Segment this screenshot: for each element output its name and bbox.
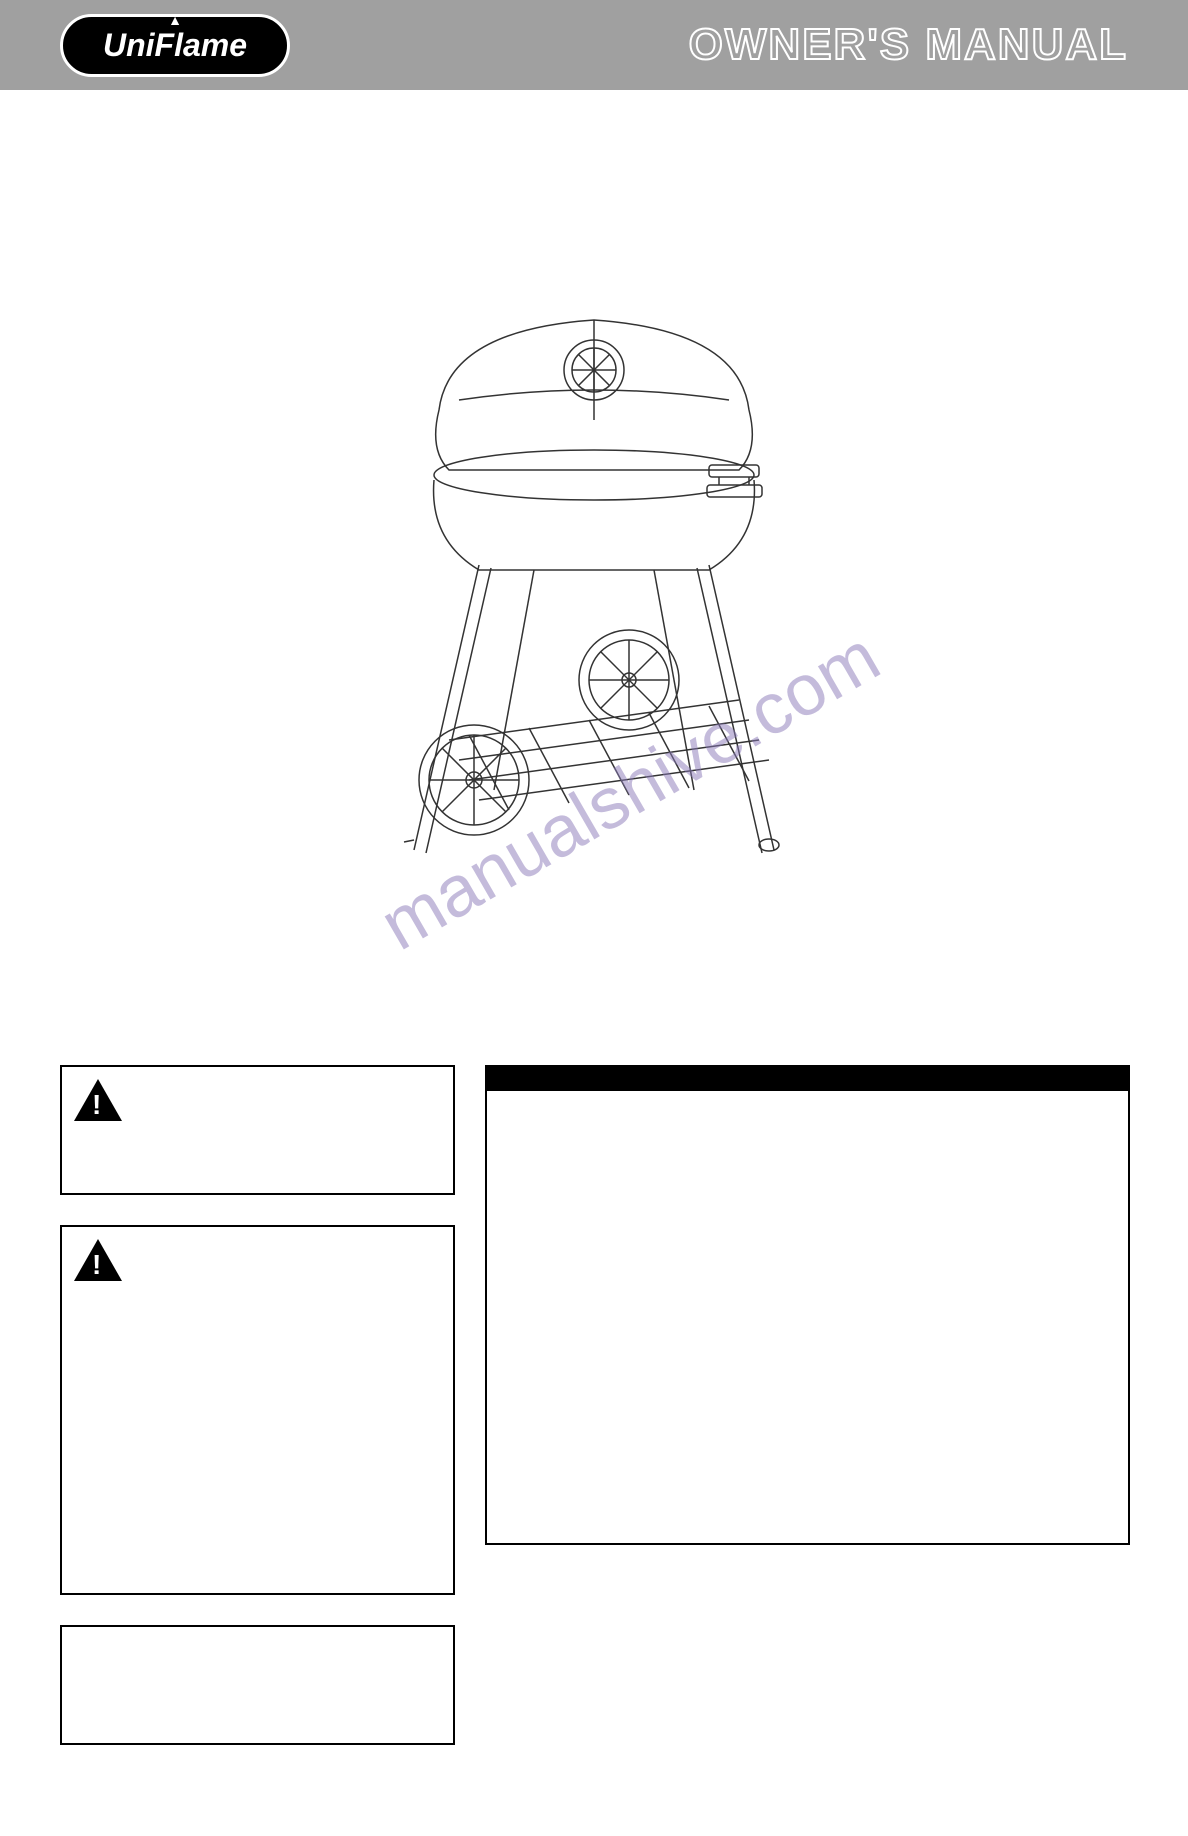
warning-box-2 [60,1225,455,1595]
logo-text: UniFlame [103,27,247,63]
info-box-large [485,1065,1130,1545]
info-box-small [60,1625,455,1745]
logo-badge: ▲ UniFlame [60,14,290,77]
header-bar: ▲ UniFlame OWNER'S MANUAL [0,0,1188,90]
product-diagram [319,270,869,920]
warning-triangle-icon [74,1239,122,1281]
info-box-header [487,1067,1128,1091]
manual-title: OWNER'S MANUAL [689,20,1128,70]
warning-box-1 [60,1065,455,1195]
flame-icon: ▲ [168,12,182,28]
warning-triangle-icon [74,1079,122,1121]
